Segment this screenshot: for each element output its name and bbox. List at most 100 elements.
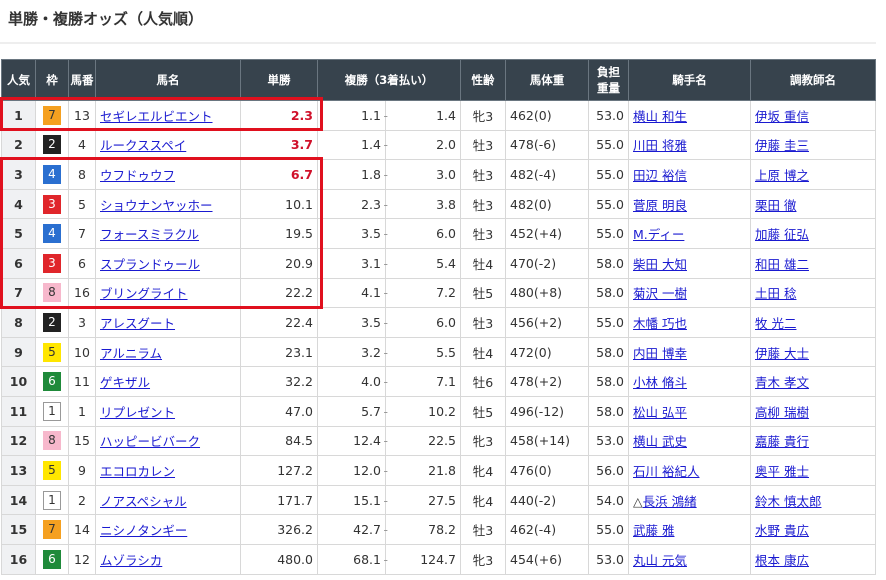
jockey-link[interactable]: 内田 博幸 — [633, 345, 687, 361]
jockey-link[interactable]: 小林 脩斗 — [633, 375, 687, 391]
horse-name-link[interactable]: ウフドゥウフ — [100, 167, 176, 183]
horse-name-link[interactable]: ゲキザル — [100, 375, 151, 391]
horse-name-link[interactable]: エコロカレン — [100, 463, 176, 479]
horse-cell: リプレゼント — [95, 395, 241, 427]
horse-cell: ノアスペシャル — [95, 484, 241, 516]
place-odds-high: 2.0 — [385, 129, 461, 161]
frame-badge: 8 — [43, 283, 61, 303]
horse-name-link[interactable]: ムゾラシカ — [100, 552, 163, 568]
trainer-link[interactable]: 加藤 征弘 — [755, 227, 809, 243]
win-odds: 171.7 — [240, 484, 318, 516]
trainer-link[interactable]: 伊藤 大士 — [755, 345, 809, 361]
load-weight: 53.0 — [588, 543, 629, 575]
frame-badge: 2 — [43, 312, 61, 332]
trainer-link[interactable]: 鈴木 慎太郎 — [755, 493, 822, 509]
load-weight: 53.0 — [588, 100, 629, 131]
place-odds-high: 6.0 — [385, 218, 461, 249]
horse-number: 7 — [68, 218, 96, 249]
horse-name-link[interactable]: リプレゼント — [100, 404, 176, 420]
horse-name-link[interactable]: ショウナンヤッホー — [100, 197, 213, 213]
trainer-link[interactable]: 嘉藤 貴行 — [755, 434, 809, 450]
body-weight: 452(+4) — [505, 218, 589, 249]
trainer-link[interactable]: 根本 康広 — [755, 552, 809, 568]
win-odds: 480.0 — [240, 543, 318, 575]
horse-name-link[interactable]: セギレエルビエント — [100, 108, 213, 124]
jockey-link[interactable]: 横山 和生 — [633, 108, 687, 124]
place-odds-low: 3.1 — [317, 247, 389, 279]
jockey-link[interactable]: 武藤 雅 — [633, 523, 675, 539]
horse-name-link[interactable]: フォースミラクル — [100, 227, 200, 243]
trainer-link[interactable]: 上原 博之 — [755, 167, 809, 183]
trainer-link[interactable]: 土田 稔 — [755, 286, 797, 302]
horse-number: 5 — [68, 188, 96, 220]
horse-name-link[interactable]: アルニラム — [100, 345, 163, 361]
horse-number: 1 — [68, 395, 96, 427]
jockey-cell: 柴田 大知 — [628, 247, 751, 279]
sex-age: 牝3 — [460, 543, 506, 575]
jockey-link[interactable]: 丸山 元気 — [633, 552, 687, 568]
sex-age: 牝4 — [460, 484, 506, 516]
horse-name-link[interactable]: アレスグート — [100, 315, 176, 331]
horse-name-link[interactable]: ルークススペイ — [100, 138, 187, 154]
trainer-link[interactable]: 伊藤 圭三 — [755, 138, 809, 154]
trainer-link[interactable]: 和田 雄二 — [755, 256, 809, 272]
body-weight: 480(+8) — [505, 277, 589, 309]
jockey-cell: 小林 脩斗 — [628, 366, 751, 397]
frame-badge: 4 — [43, 224, 61, 244]
horse-cell: ニシノタンギー — [95, 514, 241, 545]
trainer-link[interactable]: 青木 孝文 — [755, 375, 809, 391]
jockey-cell: 菅原 明良 — [628, 188, 751, 220]
trainer-link[interactable]: 伊坂 重信 — [755, 108, 809, 124]
horse-name-link[interactable]: ブリングライト — [100, 286, 188, 302]
trainer-cell: 青木 孝文 — [750, 366, 876, 397]
horse-cell: スプランドゥール — [95, 247, 241, 279]
horse-name-link[interactable]: ニシノタンギー — [100, 523, 188, 539]
frame-cell: 4 — [35, 159, 69, 190]
load-weight: 54.0 — [588, 484, 629, 516]
trainer-link[interactable]: 牧 光二 — [755, 315, 797, 331]
horse-cell: ハッピービバーク — [95, 425, 241, 457]
horse-number: 16 — [68, 277, 96, 309]
jockey-link[interactable]: 菅原 明良 — [633, 197, 687, 213]
horse-cell: ゲキザル — [95, 366, 241, 397]
win-odds: 22.2 — [240, 277, 318, 309]
frame-badge: 5 — [43, 342, 61, 362]
horse-cell: ムゾラシカ — [95, 543, 241, 575]
jockey-link[interactable]: 長浜 鴻緒 — [642, 493, 697, 509]
horse-number: 14 — [68, 514, 96, 545]
jockey-link[interactable]: 木幡 巧也 — [633, 315, 687, 331]
jockey-link[interactable]: 田辺 裕信 — [633, 167, 687, 183]
trainer-link[interactable]: 高柳 瑞樹 — [755, 404, 809, 420]
horse-name-link[interactable]: ハッピービバーク — [100, 434, 201, 450]
jockey-link[interactable]: M.ディー — [633, 227, 685, 243]
popularity: 11 — [1, 395, 36, 427]
horse-name-link[interactable]: ノアスペシャル — [100, 493, 187, 509]
trainer-link[interactable]: 水野 貴広 — [755, 523, 809, 539]
trainer-link[interactable]: 奥平 雅士 — [755, 463, 809, 479]
jockey-link[interactable]: 横山 武史 — [633, 434, 687, 450]
jockey-link[interactable]: 柴田 大知 — [633, 256, 687, 272]
place-odds-low: 15.1 — [317, 484, 389, 516]
frame-cell: 1 — [35, 484, 69, 516]
horse-number: 11 — [68, 366, 96, 397]
horse-cell: アレスグート — [95, 307, 241, 338]
popularity: 15 — [1, 514, 36, 545]
jockey-cell: 川田 将雅 — [628, 129, 751, 161]
jockey-link[interactable]: 川田 将雅 — [633, 138, 687, 154]
jockey-link[interactable]: 松山 弘平 — [633, 404, 687, 420]
jockey-link[interactable]: 菊沢 一樹 — [633, 286, 687, 302]
trainer-link[interactable]: 栗田 徹 — [755, 197, 797, 213]
popularity: 5 — [1, 218, 36, 249]
trainer-cell: 伊坂 重信 — [750, 100, 876, 131]
header-place: 複勝（3着払い） — [317, 59, 461, 101]
jockey-link[interactable]: 石川 裕紀人 — [633, 463, 700, 479]
trainer-cell: 伊藤 大士 — [750, 336, 876, 368]
sex-age: 牡3 — [460, 159, 506, 190]
horse-name-link[interactable]: スプランドゥール — [100, 256, 201, 272]
